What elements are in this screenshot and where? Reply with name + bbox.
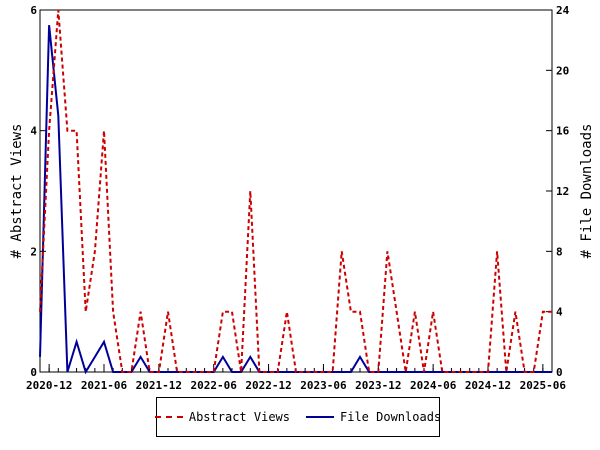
y-left-tick-label: 0 xyxy=(30,366,37,379)
y-left-tick-label: 6 xyxy=(30,4,37,17)
labels-layer: 2020-12 2021-06 2021-12 2022-06 2022-12 2023-… xyxy=(26,4,570,392)
y-left-tick-label: 2 xyxy=(30,245,37,258)
legend-label-abstract-views: Abstract Views xyxy=(188,410,290,424)
y-right-tick-label: 4 xyxy=(556,306,563,319)
plot-area xyxy=(39,9,553,373)
x-tick-label: 2021-06 xyxy=(81,379,128,392)
y-left-axis-title: # Abstract Views xyxy=(9,124,25,259)
x-tick-label: 2023-06 xyxy=(300,379,347,392)
abstract-views-series-line xyxy=(39,9,552,373)
series-layer xyxy=(39,9,552,375)
legend-swatch-file-downloads xyxy=(306,416,334,418)
x-tick-label: 2022-06 xyxy=(191,379,238,392)
x-tick-label: 2024-06 xyxy=(410,379,457,392)
legend-label-file-downloads: File Downloads xyxy=(340,410,442,424)
y-right-axis-title: # File Downloads xyxy=(579,124,595,259)
x-tick-label: 2024-12 xyxy=(465,379,511,392)
legend-swatch-abstract-views xyxy=(154,416,183,418)
legend-item-file-downloads: File Downloads xyxy=(306,410,441,424)
legend-item-abstract-views: Abstract Views xyxy=(154,410,290,424)
y-right-tick-label: 12 xyxy=(556,185,569,198)
y-right-tick-label: 16 xyxy=(556,125,570,138)
x-tick-label: 2022-12 xyxy=(245,379,291,392)
y-right-tick-label: 8 xyxy=(556,245,563,258)
chart-legend: Abstract Views File Downloads xyxy=(154,397,441,437)
y-left-tick-label: 4 xyxy=(30,125,37,138)
x-tick-label: 2023-12 xyxy=(355,379,401,392)
x-tick-label: 2020-12 xyxy=(26,379,72,392)
x-tick-label: 2025-06 xyxy=(520,379,567,392)
y-right-tick-label: 20 xyxy=(556,64,569,77)
y-right-tick-label: 0 xyxy=(556,366,563,379)
x-tick-label: 2021-12 xyxy=(136,379,182,392)
y-right-tick-label: 24 xyxy=(556,4,570,17)
